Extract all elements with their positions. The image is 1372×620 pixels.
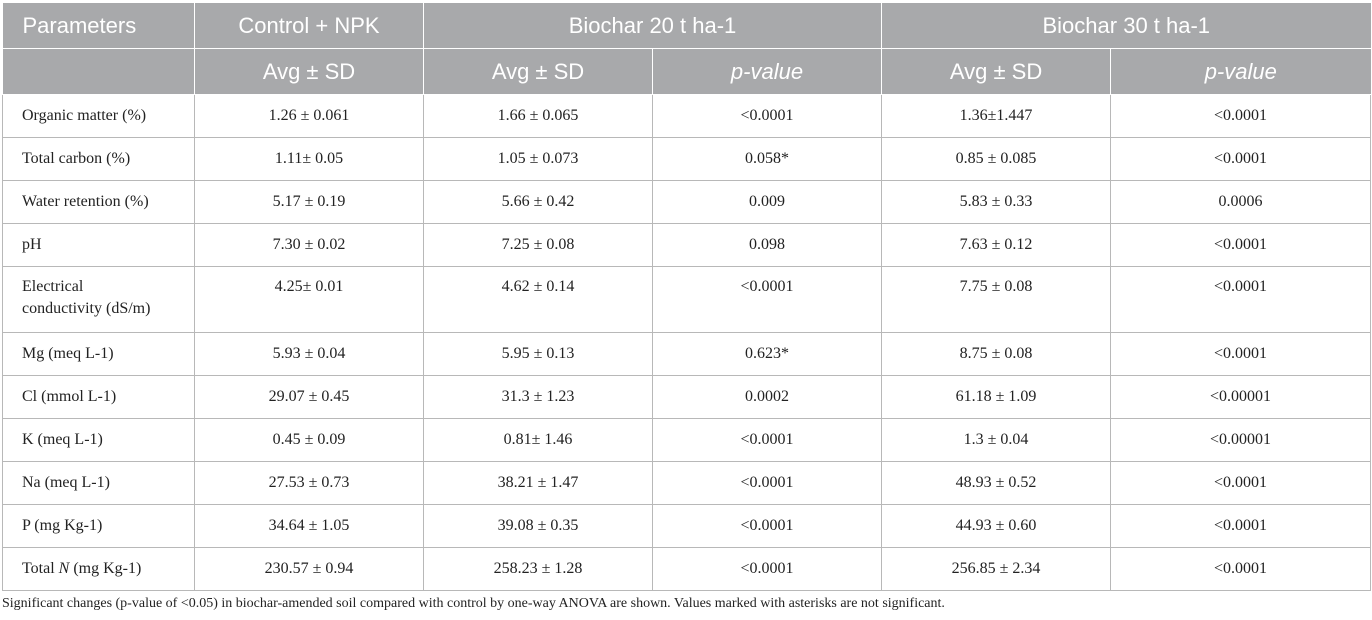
b30-p-value-cell: <0.0001	[1110, 461, 1372, 505]
b30-p-value-cell: <0.0001	[1110, 547, 1372, 591]
header-b20-avg-sd: Avg ± SD	[423, 48, 653, 95]
header-biochar-20: Biochar 20 t ha-1	[423, 3, 883, 49]
b20-p-value-cell: <0.0001	[652, 266, 883, 333]
b20-avg-sd-cell: 7.25 ± 0.08	[423, 223, 653, 267]
b20-p-value-cell: <0.0001	[652, 547, 883, 591]
b20-avg-sd-cell: 258.23 ± 1.28	[423, 547, 653, 591]
table-row: Cl (mmol L-1) 29.07 ± 0.45 31.3 ± 1.23 0.00…	[2, 375, 1372, 419]
header-parameters: Parameters	[2, 3, 195, 49]
parameter-cell: Cl (mmol L-1)	[2, 375, 195, 419]
table-footnote: Significant changes (p-value of <0.05) i…	[2, 596, 945, 611]
b20-p-value-cell: 0.0002	[652, 375, 883, 419]
b30-p-value-cell: <0.0001	[1110, 94, 1372, 138]
b20-p-value-cell: 0.623*	[652, 332, 883, 376]
b30-avg-sd-cell: 1.36±1.447	[881, 94, 1112, 138]
b20-avg-sd-cell: 5.66 ± 0.42	[423, 180, 653, 224]
header-row-stats: Avg ± SD Avg ± SD p-value Avg ± SD p-val…	[2, 48, 1371, 95]
parameter-cell: Water retention (%)	[2, 180, 195, 224]
parameter-cell: Na (meq L-1)	[2, 461, 195, 505]
control-avg-sd-cell: 34.64 ± 1.05	[194, 504, 424, 548]
b20-p-value-cell: 0.058*	[652, 137, 883, 181]
table-row: Organic matter (%) 1.26 ± 0.061 1.66 ± 0.0…	[2, 94, 1372, 138]
header-row-groups: Parameters Control + NPK Biochar 20 t ha…	[2, 3, 1371, 49]
b30-avg-sd-cell: 44.93 ± 0.60	[881, 504, 1112, 548]
table-row: Total carbon (%) 1.11± 0.05 1.05 ± 0.073 0.…	[2, 137, 1372, 181]
b30-avg-sd-cell: 7.63 ± 0.12	[881, 223, 1112, 267]
parameter-cell: pH	[2, 223, 195, 267]
control-avg-sd-cell: 29.07 ± 0.45	[194, 375, 424, 419]
table-row: Electrical conductivity (dS/m) 4.25± 0.01 4…	[2, 266, 1372, 333]
b20-p-value-cell: <0.0001	[652, 418, 883, 462]
table-row: Mg (meq L-1) 5.93 ± 0.04 5.95 ± 0.13 0.623*…	[2, 332, 1372, 376]
b30-avg-sd-cell: 1.3 ± 0.04	[881, 418, 1112, 462]
header-control-avg-sd: Avg ± SD	[194, 48, 424, 95]
b30-avg-sd-cell: 48.93 ± 0.52	[881, 461, 1112, 505]
b30-avg-sd-cell: 5.83 ± 0.33	[881, 180, 1112, 224]
table-row: pH 7.30 ± 0.02 7.25 ± 0.08 0.098 7.63 ± 0.12…	[2, 223, 1372, 267]
soil-parameters-table: Parameters Control + NPK Biochar 20 t ha…	[2, 3, 1372, 591]
b20-p-value-cell: <0.0001	[652, 94, 883, 138]
b20-avg-sd-cell: 38.21 ± 1.47	[423, 461, 653, 505]
b20-avg-sd-cell: 39.08 ± 0.35	[423, 504, 653, 548]
header-biochar-30: Biochar 30 t ha-1	[881, 3, 1371, 49]
parameter-cell: Total N (mg Kg-1)	[2, 547, 195, 591]
control-avg-sd-cell: 7.30 ± 0.02	[194, 223, 424, 267]
parameter-cell: Electrical conductivity (dS/m)	[2, 266, 195, 333]
table-row: P (mg Kg-1) 34.64 ± 1.05 39.08 ± 0.35 <0.00…	[2, 504, 1372, 548]
table-row: Na (meq L-1) 27.53 ± 0.73 38.21 ± 1.47 <0.0…	[2, 461, 1372, 505]
b30-p-value-cell: <0.0001	[1110, 223, 1372, 267]
parameter-cell: K (meq L-1)	[2, 418, 195, 462]
control-avg-sd-cell: 1.11± 0.05	[194, 137, 424, 181]
b30-p-value-cell: <0.0001	[1110, 137, 1372, 181]
table-row: Total N (mg Kg-1) 230.57 ± 0.94 258.23 ± 1…	[2, 547, 1372, 591]
table-row: Water retention (%) 5.17 ± 0.19 5.66 ± 0.4…	[2, 180, 1372, 224]
parameter-cell: Organic matter (%)	[2, 94, 195, 138]
b20-avg-sd-cell: 5.95 ± 0.13	[423, 332, 653, 376]
header-blank	[2, 48, 195, 95]
parameter-cell: Mg (meq L-1)	[2, 332, 195, 376]
control-avg-sd-cell: 5.17 ± 0.19	[194, 180, 424, 224]
b30-p-value-cell: <0.00001	[1110, 418, 1372, 462]
b30-p-value-cell: <0.0001	[1110, 504, 1372, 548]
b30-p-value-cell: 0.0006	[1110, 180, 1372, 224]
control-avg-sd-cell: 230.57 ± 0.94	[194, 547, 424, 591]
b30-avg-sd-cell: 8.75 ± 0.08	[881, 332, 1112, 376]
b20-avg-sd-cell: 31.3 ± 1.23	[423, 375, 653, 419]
b30-p-value-cell: <0.0001	[1110, 266, 1372, 333]
b30-avg-sd-cell: 61.18 ± 1.09	[881, 375, 1112, 419]
header-b20-p-value: p-value	[652, 48, 883, 95]
b20-avg-sd-cell: 0.81± 1.46	[423, 418, 653, 462]
header-b30-p-value: p-value	[1110, 48, 1371, 95]
b20-p-value-cell: <0.0001	[652, 461, 883, 505]
b30-avg-sd-cell: 0.85 ± 0.085	[881, 137, 1112, 181]
control-avg-sd-cell: 5.93 ± 0.04	[194, 332, 424, 376]
b20-avg-sd-cell: 1.05 ± 0.073	[423, 137, 653, 181]
control-avg-sd-cell: 0.45 ± 0.09	[194, 418, 424, 462]
control-avg-sd-cell: 1.26 ± 0.061	[194, 94, 424, 138]
b20-p-value-cell: 0.009	[652, 180, 883, 224]
b20-avg-sd-cell: 4.62 ± 0.14	[423, 266, 653, 333]
table-row: K (meq L-1) 0.45 ± 0.09 0.81± 1.46 <0.0001 1…	[2, 418, 1372, 462]
b30-p-value-cell: <0.00001	[1110, 375, 1372, 419]
parameter-cell: Total carbon (%)	[2, 137, 195, 181]
b20-p-value-cell: <0.0001	[652, 504, 883, 548]
b30-avg-sd-cell: 256.85 ± 2.34	[881, 547, 1112, 591]
b20-avg-sd-cell: 1.66 ± 0.065	[423, 94, 653, 138]
b20-p-value-cell: 0.098	[652, 223, 883, 267]
parameter-cell: P (mg Kg-1)	[2, 504, 195, 548]
header-b30-avg-sd: Avg ± SD	[881, 48, 1112, 95]
header-control: Control + NPK	[194, 3, 424, 49]
b30-avg-sd-cell: 7.75 ± 0.08	[881, 266, 1112, 333]
b30-p-value-cell: <0.0001	[1110, 332, 1372, 376]
control-avg-sd-cell: 4.25± 0.01	[194, 266, 424, 333]
control-avg-sd-cell: 27.53 ± 0.73	[194, 461, 424, 505]
table-body: Organic matter (%) 1.26 ± 0.061 1.66 ± 0.0…	[2, 94, 1372, 591]
